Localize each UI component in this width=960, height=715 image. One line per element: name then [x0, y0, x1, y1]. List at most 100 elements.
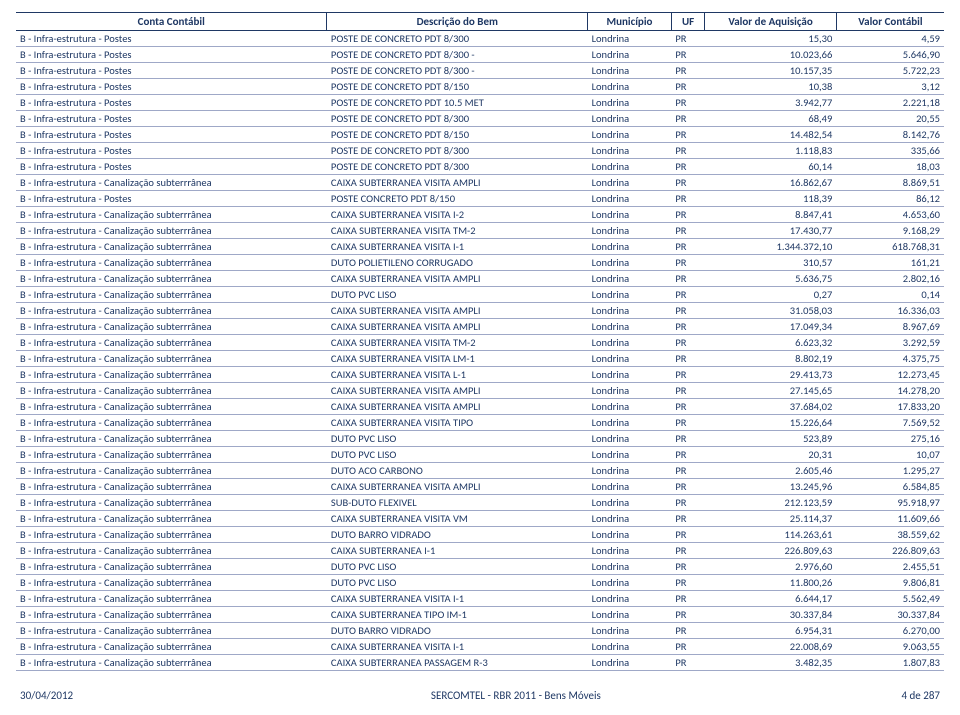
table-cell: 6.584,85 [836, 479, 944, 495]
table-cell: Londrina [588, 367, 672, 383]
table-cell: Londrina [588, 319, 672, 335]
table-cell: 22.008,69 [705, 639, 837, 655]
table-cell: PR [671, 655, 704, 671]
table-cell: Londrina [588, 591, 672, 607]
table-cell: CAIXA SUBTERRANEA TIPO IM-1 [327, 607, 588, 623]
table-row: B - Infra-estrutura - Canalização subter… [16, 623, 944, 639]
table-row: B - Infra-estrutura - Canalização subter… [16, 351, 944, 367]
table-cell: PR [671, 287, 704, 303]
table-cell: Londrina [588, 271, 672, 287]
table-cell: PR [671, 255, 704, 271]
table-cell: CAIXA SUBTERRANEA VISITA L-1 [327, 367, 588, 383]
table-cell: B - Infra-estrutura - Postes [16, 31, 327, 47]
table-cell: B - Infra-estrutura - Canalização subter… [16, 431, 327, 447]
table-row: B - Infra-estrutura - Canalização subter… [16, 495, 944, 511]
table-row: B - Infra-estrutura - Canalização subter… [16, 591, 944, 607]
table-cell: 2.605,46 [705, 463, 837, 479]
table-cell: 212.123,59 [705, 495, 837, 511]
table-cell: PR [671, 431, 704, 447]
table-cell: 335,66 [836, 143, 944, 159]
table-cell: PR [671, 319, 704, 335]
table-cell: Londrina [588, 351, 672, 367]
table-row: B - Infra-estrutura - PostesPOSTE DE CON… [16, 63, 944, 79]
table-row: B - Infra-estrutura - Canalização subter… [16, 255, 944, 271]
table-row: B - Infra-estrutura - Canalização subter… [16, 655, 944, 671]
table-cell: Londrina [588, 239, 672, 255]
table-cell: 27.145,65 [705, 383, 837, 399]
table-cell: 20,55 [836, 111, 944, 127]
table-cell: 118,39 [705, 191, 837, 207]
table-cell: 5.636,75 [705, 271, 837, 287]
table-cell: B - Infra-estrutura - Postes [16, 143, 327, 159]
table-cell: Londrina [588, 287, 672, 303]
table-cell: DUTO ACO CARBONO [327, 463, 588, 479]
table-cell: PR [671, 383, 704, 399]
table-row: B - Infra-estrutura - PostesPOSTE DE CON… [16, 143, 944, 159]
table-cell: Londrina [588, 223, 672, 239]
table-cell: B - Infra-estrutura - Canalização subter… [16, 271, 327, 287]
table-cell: Londrina [588, 95, 672, 111]
table-cell: B - Infra-estrutura - Postes [16, 63, 327, 79]
col-header-mun: Município [588, 13, 672, 31]
table-cell: DUTO PVC LISO [327, 447, 588, 463]
table-cell: POSTE DE CONCRETO PDT 8/300 [327, 31, 588, 47]
table-cell: 9.168,29 [836, 223, 944, 239]
table-cell: 114.263,61 [705, 527, 837, 543]
table-cell: PR [671, 223, 704, 239]
table-row: B - Infra-estrutura - Canalização subter… [16, 575, 944, 591]
table-cell: B - Infra-estrutura - Canalização subter… [16, 479, 327, 495]
table-cell: 10.157,35 [705, 63, 837, 79]
table-cell: Londrina [588, 479, 672, 495]
table-cell: 1.344.372,10 [705, 239, 837, 255]
table-cell: Londrina [588, 463, 672, 479]
table-cell: 20,31 [705, 447, 837, 463]
table-row: B - Infra-estrutura - Canalização subter… [16, 543, 944, 559]
table-cell: 30.337,84 [705, 607, 837, 623]
table-cell: 14.278,20 [836, 383, 944, 399]
table-cell: PR [671, 47, 704, 63]
table-body: B - Infra-estrutura - PostesPOSTE DE CON… [16, 31, 944, 671]
table-row: B - Infra-estrutura - Canalização subter… [16, 271, 944, 287]
table-row: B - Infra-estrutura - PostesPOSTE DE CON… [16, 47, 944, 63]
table-row: B - Infra-estrutura - Canalização subter… [16, 239, 944, 255]
table-cell: 29.413,73 [705, 367, 837, 383]
col-header-conta: Conta Contábil [16, 13, 327, 31]
table-cell: 15,30 [705, 31, 837, 47]
table-cell: 16.336,03 [836, 303, 944, 319]
table-cell: 95.918,97 [836, 495, 944, 511]
table-cell: 10.023,66 [705, 47, 837, 63]
table-cell: 161,21 [836, 255, 944, 271]
table-cell: CAIXA SUBTERRANEA PASSAGEM R-3 [327, 655, 588, 671]
table-cell: PR [671, 159, 704, 175]
table-cell: PR [671, 127, 704, 143]
table-row: B - Infra-estrutura - Canalização subter… [16, 175, 944, 191]
table-row: B - Infra-estrutura - PostesPOSTE DE CON… [16, 159, 944, 175]
table-row: B - Infra-estrutura - PostesPOSTE DE CON… [16, 127, 944, 143]
table-cell: Londrina [588, 175, 672, 191]
table-cell: PR [671, 479, 704, 495]
table-cell: 38.559,62 [836, 527, 944, 543]
table-cell: PR [671, 335, 704, 351]
table-cell: 6.954,31 [705, 623, 837, 639]
table-cell: CAIXA SUBTERRANEA VISITA I-1 [327, 591, 588, 607]
table-cell: 4.375,75 [836, 351, 944, 367]
table-cell: 618.768,31 [836, 239, 944, 255]
table-cell: PR [671, 175, 704, 191]
table-cell: 25.114,37 [705, 511, 837, 527]
table-cell: 8.847,41 [705, 207, 837, 223]
table-cell: 68,49 [705, 111, 837, 127]
table-cell: Londrina [588, 607, 672, 623]
table-row: B - Infra-estrutura - Canalização subter… [16, 207, 944, 223]
table-cell: PR [671, 79, 704, 95]
table-cell: 8.869,51 [836, 175, 944, 191]
table-cell: Londrina [588, 399, 672, 415]
table-cell: 9.806,81 [836, 575, 944, 591]
table-cell: B - Infra-estrutura - Canalização subter… [16, 607, 327, 623]
table-cell: 17.049,34 [705, 319, 837, 335]
table-cell: PR [671, 31, 704, 47]
table-cell: Londrina [588, 143, 672, 159]
table-cell: 275,16 [836, 431, 944, 447]
table-cell: PR [671, 463, 704, 479]
table-cell: PR [671, 367, 704, 383]
table-cell: CAIXA SUBTERRANEA VISITA AMPLI [327, 479, 588, 495]
